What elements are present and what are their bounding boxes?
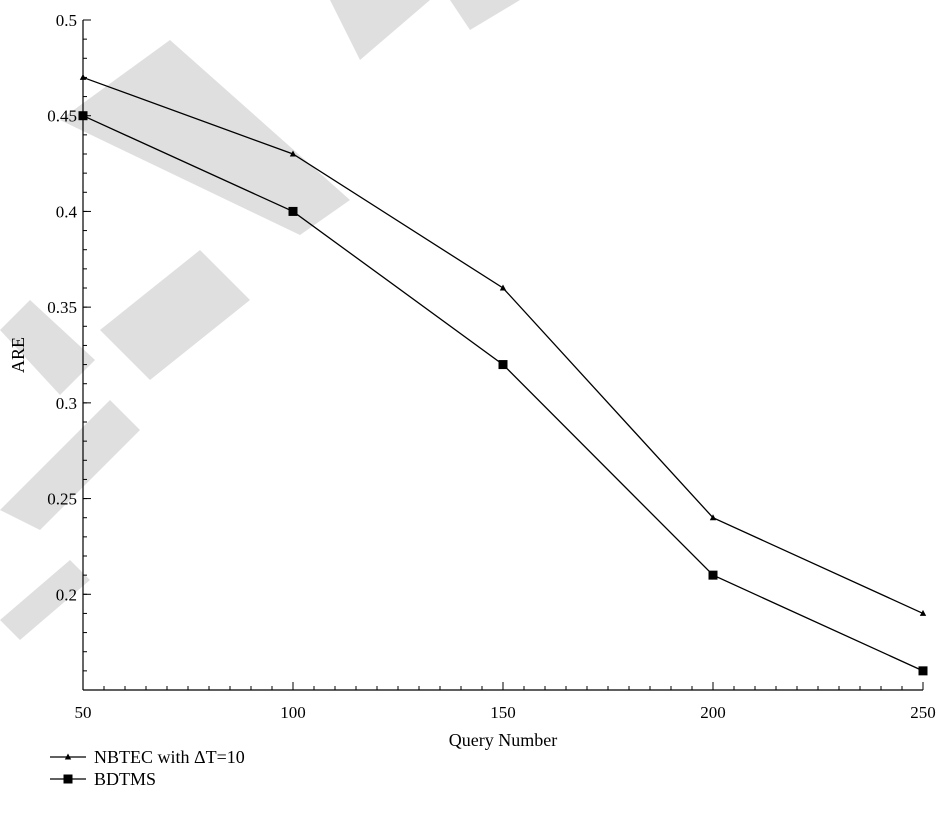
data-point-1-0 — [78, 111, 88, 121]
data-point-0-3 — [709, 514, 717, 521]
series-group — [78, 73, 928, 676]
x-tick-label: 200 — [700, 703, 726, 722]
watermark-band-3 — [330, 0, 430, 60]
watermark-band-6 — [0, 560, 90, 640]
legend-marker-0 — [64, 753, 72, 760]
data-point-1-3 — [708, 570, 718, 580]
x-tick-label: 250 — [910, 703, 936, 722]
data-point-0-2 — [499, 284, 507, 291]
watermark-band-4 — [450, 0, 520, 30]
y-tick-label: 0.25 — [47, 490, 77, 509]
legend-label-1: BDTMS — [94, 769, 156, 789]
x-tick-label: 50 — [75, 703, 92, 722]
y-tick-label: 0.45 — [47, 107, 77, 126]
data-point-1-1 — [288, 206, 298, 216]
watermark-band-5 — [0, 400, 140, 530]
data-point-1-2 — [498, 360, 508, 370]
watermark-band-0 — [60, 40, 350, 235]
series-line-1 — [82, 115, 924, 672]
axes: 0.2 0.25 0.3 0.35 0.4 0.45 0.5 50 100 150 200 250 — [47, 11, 936, 722]
data-point-0-0 — [79, 73, 87, 80]
data-point-1-4 — [918, 666, 928, 676]
x-axis-title: Query Number — [449, 730, 557, 750]
x-tick-label: 150 — [490, 703, 516, 722]
y-tick-label: 0.35 — [47, 298, 77, 317]
legend-marker-1 — [63, 774, 73, 784]
retracted-watermark — [0, 0, 520, 640]
y-tick-label: 0.2 — [56, 585, 77, 604]
data-point-0-1 — [289, 150, 297, 157]
y-tick-label: 0.4 — [56, 202, 78, 221]
watermark-band-1 — [0, 300, 95, 395]
x-tick-label: 100 — [280, 703, 306, 722]
data-point-0-4 — [919, 609, 927, 616]
watermark-band-2 — [100, 250, 250, 380]
y-tick-label: 0.5 — [56, 11, 77, 30]
y-tick-label: 0.3 — [56, 394, 77, 413]
legend-label-0: NBTEC with ΔT=10 — [94, 747, 245, 767]
y-axis-title: ARE — [8, 337, 28, 373]
